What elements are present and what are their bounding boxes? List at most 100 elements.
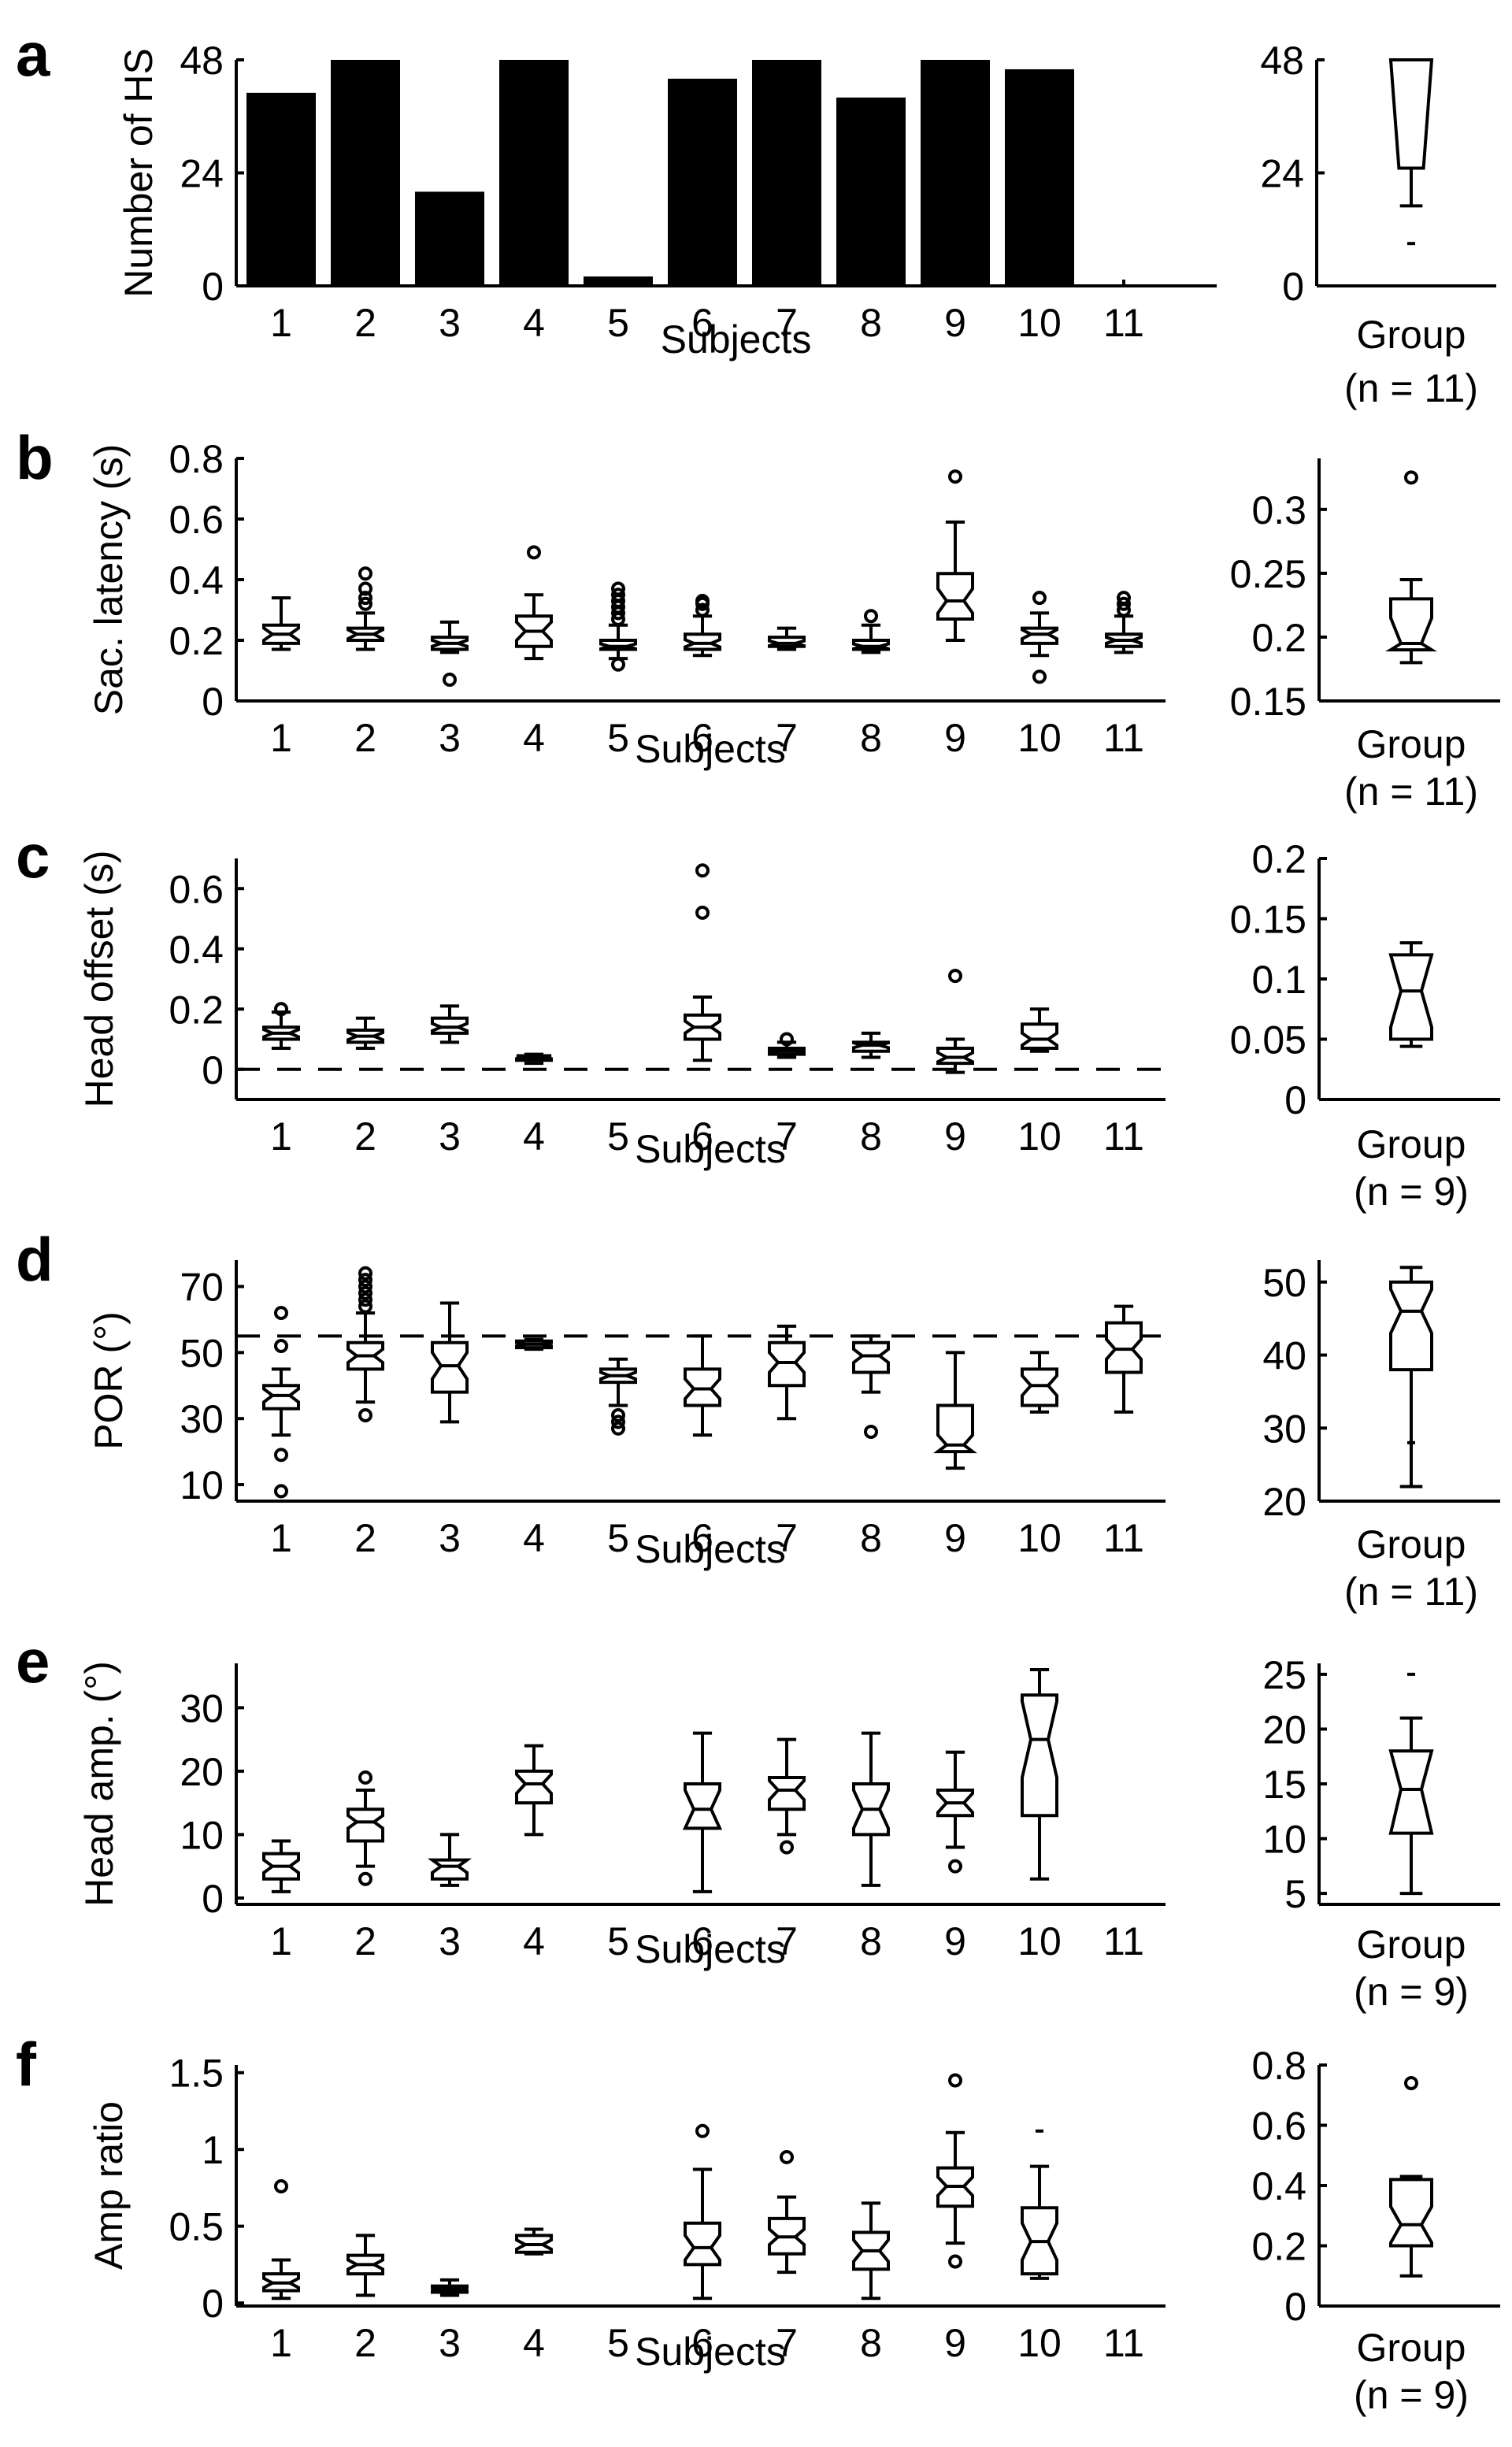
subject-5-outlier bbox=[611, 1414, 625, 1429]
group-box bbox=[1388, 941, 1434, 1048]
y-axis-label: Head offset (s) bbox=[77, 850, 121, 1107]
subject-7-outlier bbox=[780, 1840, 794, 1855]
x-tick-label: 5 bbox=[607, 1516, 629, 1560]
x-tick-label: 2 bbox=[354, 301, 376, 345]
subject-1-outlier bbox=[274, 1448, 288, 1463]
x-tick-label: 2 bbox=[354, 1919, 376, 1963]
y-axis-label: Number of HS bbox=[117, 48, 161, 298]
x-tick-label: 10 bbox=[1017, 1919, 1062, 1963]
subject-5-outlier bbox=[611, 1421, 625, 1436]
x-tick-label: 3 bbox=[439, 301, 461, 345]
group-label: Group bbox=[1357, 1522, 1466, 1566]
group-y-tick-label: 20 bbox=[1262, 1480, 1306, 1524]
group-y-tick-label: 0.05 bbox=[1230, 1018, 1306, 1062]
x-tick-label: 11 bbox=[1103, 1114, 1144, 1159]
main-y-tick-label: 20 bbox=[180, 1750, 224, 1794]
subject-5-outlier bbox=[611, 581, 625, 596]
main-y-tick-label: 48 bbox=[180, 39, 224, 83]
main-y-tick-label: 0.6 bbox=[169, 498, 224, 542]
group-n-label: (n = 9) bbox=[1354, 1170, 1469, 1214]
group-outlier bbox=[1404, 2075, 1418, 2090]
y-axis-label: Head amp. (°) bbox=[77, 1661, 121, 1907]
group-y-tick-label: 0.15 bbox=[1230, 898, 1306, 942]
bar bbox=[499, 60, 569, 286]
main-y-tick-label: 0.8 bbox=[169, 437, 224, 481]
x-tick-label: 2 bbox=[354, 1114, 376, 1159]
subject-5-box bbox=[599, 1357, 637, 1436]
x-tick-label: 6 bbox=[691, 1114, 713, 1159]
subject-1-outlier bbox=[274, 1338, 288, 1353]
group-y-tick-label: 0.2 bbox=[1251, 616, 1306, 660]
subject-2-outlier bbox=[358, 1292, 372, 1307]
panel-b: b 0 0.2 0.4 0.6 0.8 Sac. latency (s) 1 2 3 4 5 6 7 8 9 1… bbox=[16, 423, 1500, 814]
y-axis-label: POR (°) bbox=[87, 1311, 131, 1450]
x-tick-label: 5 bbox=[607, 2321, 629, 2365]
main-y-tick-label: 50 bbox=[180, 1331, 224, 1375]
subject-6-outlier bbox=[695, 905, 710, 920]
panel-d: d 10 30 50 70 POR (°) 1 2 3 4 5 6 7 8 9 10 11 Subjects 20 3… bbox=[16, 1225, 1500, 1614]
x-tick-label: 2 bbox=[354, 2321, 376, 2365]
subject-3-iqr bbox=[431, 1340, 469, 1394]
group-label: Group bbox=[1357, 722, 1466, 766]
subject-9-iqr bbox=[936, 572, 974, 621]
subject-6-box bbox=[684, 1334, 721, 1437]
subject-3-box bbox=[427, 1833, 472, 1887]
group-y-tick-label: 50 bbox=[1262, 1261, 1306, 1305]
main-y-tick-label: 70 bbox=[180, 1266, 224, 1310]
group-label: Group bbox=[1357, 313, 1466, 357]
subject-1-box bbox=[262, 1839, 300, 1893]
x-tick-label: 1 bbox=[270, 1919, 292, 1963]
bar bbox=[331, 60, 400, 286]
x-tick-label: 10 bbox=[1017, 716, 1062, 760]
subject-5-box bbox=[599, 581, 637, 672]
group-y-tick-label: 25 bbox=[1262, 1653, 1306, 1697]
subject-7-outlier bbox=[780, 2149, 794, 2164]
x-tick-label: 10 bbox=[1017, 1114, 1062, 1159]
x-tick-label: 3 bbox=[439, 1919, 461, 1963]
subject-7-box bbox=[768, 626, 806, 651]
x-tick-label: 5 bbox=[607, 716, 629, 760]
subject-9-outlier bbox=[948, 2254, 962, 2269]
y-axis-label: Amp ratio bbox=[87, 2101, 131, 2270]
subject-1-box bbox=[262, 1306, 300, 1499]
panel-letter: d bbox=[16, 1225, 54, 1294]
subject-6-outlier bbox=[695, 2123, 710, 2138]
main-y-tick-label: 24 bbox=[180, 152, 224, 196]
x-tick-label: 3 bbox=[439, 716, 461, 760]
group-y-tick-label: 40 bbox=[1262, 1334, 1306, 1378]
group-iqr bbox=[1385, 597, 1437, 652]
group-iqr bbox=[1389, 2178, 1433, 2248]
x-axis-label: Subjects bbox=[635, 727, 786, 771]
x-tick-label: 9 bbox=[944, 716, 966, 760]
x-tick-label: 8 bbox=[860, 1919, 882, 1963]
subject-2-box bbox=[346, 566, 384, 651]
bar bbox=[415, 191, 484, 286]
x-tick-label: 1 bbox=[270, 1114, 292, 1159]
x-tick-label: 9 bbox=[944, 1114, 966, 1159]
subject-3-box bbox=[431, 1301, 469, 1424]
x-tick-label: 4 bbox=[523, 301, 545, 345]
subject-6-box bbox=[684, 2123, 721, 2301]
group-y-tick-label: 0.4 bbox=[1251, 2164, 1306, 2208]
bar bbox=[921, 60, 990, 286]
bar bbox=[752, 60, 821, 286]
x-tick-label: 9 bbox=[944, 1516, 966, 1560]
panel-c: c 0 0.2 0.4 0.6 Head offset (s) 1 2 3 4 5 6 7 8 9 10 11 S… bbox=[16, 821, 1500, 1214]
x-tick-label: 10 bbox=[1017, 1516, 1062, 1560]
x-tick-label: 8 bbox=[860, 716, 882, 760]
bar bbox=[584, 276, 653, 286]
group-y-tick-label: 0.8 bbox=[1251, 2044, 1306, 2088]
subject-8-box bbox=[852, 1334, 890, 1439]
x-tick-label: 7 bbox=[776, 1516, 798, 1560]
subject-2-iqr bbox=[346, 1807, 384, 1843]
x-tick-label: 4 bbox=[523, 1114, 545, 1159]
group-n-label: (n = 11) bbox=[1344, 769, 1478, 814]
group-box bbox=[1389, 2075, 1433, 2278]
x-tick-label: 1 bbox=[270, 301, 292, 345]
x-tick-label: 7 bbox=[776, 716, 798, 760]
x-tick-label: 11 bbox=[1103, 301, 1144, 345]
panel-letter: a bbox=[16, 20, 50, 89]
subject-11-box bbox=[1105, 1304, 1143, 1414]
subject-6-iqr bbox=[684, 2221, 721, 2267]
